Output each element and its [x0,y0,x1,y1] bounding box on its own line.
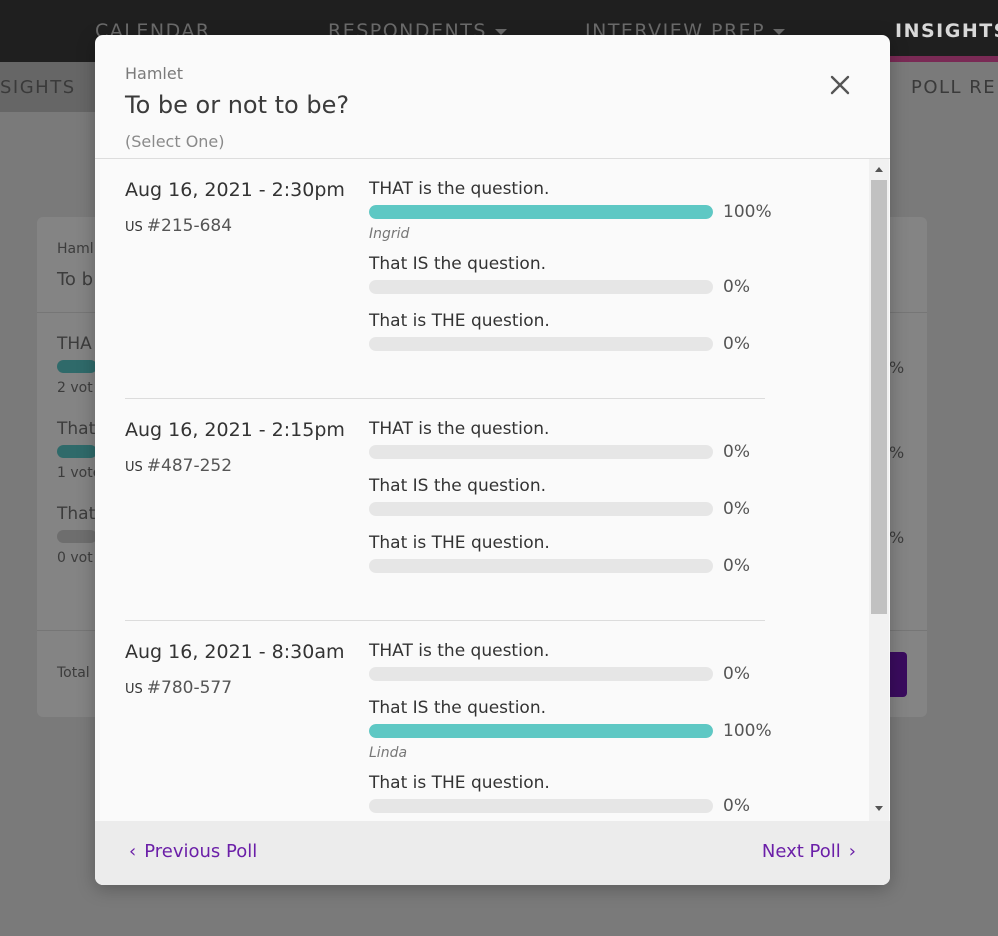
option-pct: 0% [723,334,750,354]
chevron-left-icon: ‹ [129,841,137,862]
option-bar [369,205,713,219]
option-bar [369,559,713,573]
card-option-label: That [57,419,96,439]
option-bar [369,445,713,459]
card-option-votes: 2 vot [57,380,93,396]
respondent-id-value: #215-684 [146,216,233,236]
scroll-up-icon[interactable] [875,167,883,172]
option-label: THAT is the question. [369,641,550,661]
country-code: US [125,220,143,235]
modal-footer: ‹ Previous Poll Next Poll › [95,821,890,885]
option-label: THAT is the question. [369,419,550,439]
respondent-id: US #215-684 [125,216,232,236]
option-bar-fill [369,724,713,738]
nav-active-indicator [890,56,998,62]
option-label: That IS the question. [369,698,547,718]
card-option-label: THA [57,334,92,354]
option-pct: 0% [723,796,750,816]
modal-header: Hamlet To be or not to be? (Select One) [95,35,890,159]
card-option-votes: 0 vot [57,550,93,566]
option-bar [369,280,713,294]
card-option-bar [57,530,97,543]
modal-title: To be or not to be? [125,91,350,119]
option-label: That IS the question. [369,476,547,496]
response-date: Aug 16, 2021 - 2:15pm [125,419,345,441]
subnav-poll-results-tab[interactable]: POLL RE [911,77,997,98]
option-pct: 0% [723,277,750,297]
option-pct: 0% [723,442,750,462]
next-poll-button[interactable]: Next Poll › [762,841,864,862]
option-pct: 0% [723,556,750,576]
modal-hint: (Select One) [125,132,225,151]
close-icon[interactable] [828,73,852,97]
option-label: That is THE question. [369,533,550,553]
option-bar [369,502,713,516]
card-option-label: That [57,504,96,524]
previous-poll-button[interactable]: ‹ Previous Poll [121,841,257,862]
option-bar [369,667,713,681]
card-option-votes: 1 vote [57,465,102,481]
nav-insights[interactable]: INSIGHTS [895,20,998,42]
respondent-id: US #487-252 [125,456,232,476]
modal-subtitle: Hamlet [125,64,183,83]
next-poll-label: Next Poll [761,841,841,862]
option-label: That IS the question. [369,254,547,274]
option-bar [369,724,713,738]
card-option-pct: % [889,443,905,462]
option-label: THAT is the question. [369,179,550,199]
option-label: That is THE question. [369,773,550,793]
previous-poll-label: Previous Poll [144,841,258,862]
card-option-bar [57,445,97,458]
option-pct: 100% [723,202,772,222]
option-bar-fill [369,205,713,219]
option-voter: Linda [369,745,408,761]
option-bar [369,337,713,351]
scroll-down-icon[interactable] [875,806,883,811]
option-pct: 0% [723,664,750,684]
country-code: US [125,460,143,475]
respondent-id: US #780-577 [125,678,232,698]
subnav-insights-tab[interactable]: SIGHTS [0,62,104,112]
option-label: That is THE question. [369,311,550,331]
card-option-bar [57,360,97,373]
option-voter: Ingrid [369,226,410,242]
respondent-id-value: #487-252 [146,456,233,476]
card-total: Total [57,665,90,681]
entry-divider [125,620,765,621]
chevron-right-icon: › [848,841,856,862]
caret-down-icon [773,28,786,35]
respondent-id-value: #780-577 [146,678,233,698]
card-title: To b [57,269,94,290]
card-option-pct: % [889,358,905,377]
option-bar [369,799,713,813]
country-code: US [125,682,143,697]
card-subtitle: Haml [57,241,94,257]
response-date: Aug 16, 2021 - 8:30am [125,641,345,663]
modal-scrollbar[interactable] [869,159,889,821]
entry-divider [125,398,765,399]
scrollbar-thumb[interactable] [871,180,887,614]
card-option-pct: % [889,528,905,547]
option-pct: 100% [723,721,772,741]
poll-results-modal: Hamlet To be or not to be? (Select One) … [95,35,890,885]
modal-body: Aug 16, 2021 - 2:30pm US #215-684 THAT is… [95,159,890,821]
option-pct: 0% [723,499,750,519]
response-date: Aug 16, 2021 - 2:30pm [125,179,345,201]
caret-down-icon [494,28,507,35]
